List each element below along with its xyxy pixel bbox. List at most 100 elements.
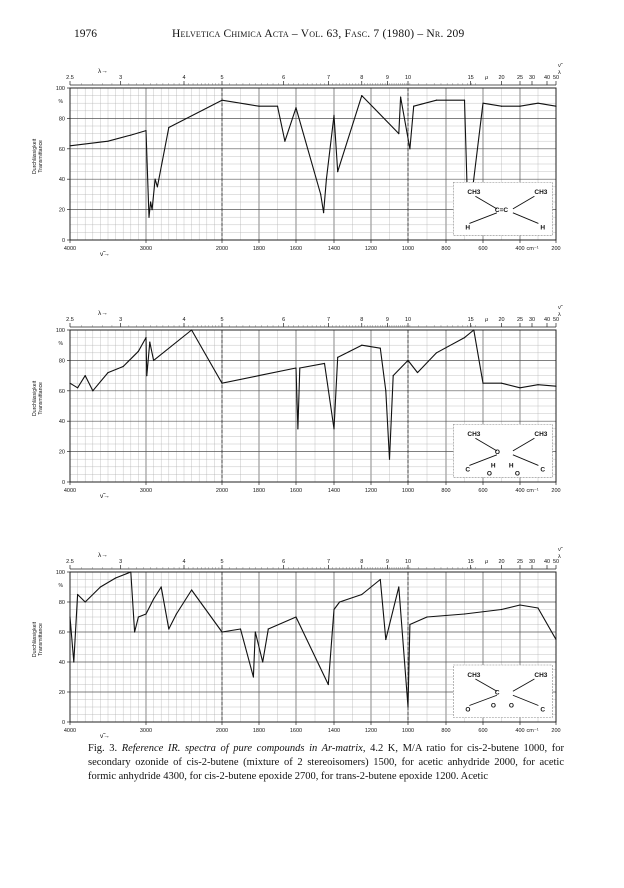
lambda-tick-label: 5 [220, 559, 223, 565]
spectrum-point [99, 586, 101, 588]
y-tick-label: 100 [56, 86, 65, 92]
x-tick-label: 4000 [64, 246, 76, 252]
y-tick-label: 20 [59, 208, 65, 214]
spectrum-point [267, 628, 269, 630]
x-tick-label: 600 [478, 246, 487, 252]
lambda-tick-label: 20 [498, 75, 504, 81]
spectrum-point [258, 105, 260, 107]
spectrum-point [191, 589, 193, 591]
percent-label: % [59, 583, 64, 589]
spectrum-point [262, 661, 264, 663]
x-tick-label: 1600 [290, 728, 302, 734]
structure-bond [512, 212, 539, 224]
spectrum-point [435, 352, 438, 354]
x-tick-label: 800 [441, 488, 450, 494]
structure-bond [512, 437, 535, 452]
spectrum-point [463, 613, 466, 615]
y-tick-label: 80 [59, 600, 65, 606]
spectrum-point [463, 99, 466, 101]
x-tick-label: 1400 [328, 488, 340, 494]
spectrum-point [148, 216, 150, 218]
figure-label: Fig. 3. [88, 743, 118, 754]
spectrum-point [154, 178, 156, 180]
y-tick-label: 40 [59, 177, 65, 183]
spectrum-point [416, 371, 419, 374]
spectrum-point [295, 616, 297, 618]
structure-atom-label: O [465, 707, 470, 714]
x-tick-label: 1200 [365, 728, 377, 734]
lambda-tick-label: 50 [553, 317, 559, 323]
lambda-tick-label: 5 [220, 75, 223, 81]
spectrum-point [151, 209, 153, 211]
nu-axis-symbol: ν̃→ [100, 251, 110, 258]
y-tick-label: 20 [59, 450, 65, 456]
lambda-tick-label: 2.5 [66, 559, 74, 565]
x-tick-label: 1000 [402, 488, 414, 494]
spectrum-point [254, 631, 256, 633]
spectrum-point [473, 329, 475, 331]
x-tick-label: 200 [551, 488, 560, 494]
structure-atom-label: CH3 [467, 189, 480, 196]
page-number: 1976 [74, 28, 97, 40]
structure-inset: CH3 CH3 C=C H H [453, 181, 553, 236]
spectrum-point [153, 359, 155, 361]
plot-frame [69, 571, 557, 723]
structure-atom-label: C [540, 466, 545, 473]
lambda-tick-label: 15 [468, 75, 474, 81]
structure-bond [475, 437, 498, 452]
spectrum-point [333, 428, 335, 430]
percent-label: % [59, 99, 64, 105]
y-tick-label: 0 [62, 720, 65, 726]
spectrum-point [69, 382, 71, 384]
x-tick-label: 1600 [290, 246, 302, 252]
spectrum-point [325, 178, 327, 180]
lambda-tick-label: 7 [327, 559, 330, 565]
x-tick-label: 2000 [216, 728, 228, 734]
spectrum-point [337, 171, 339, 173]
structure-atom-label: H [465, 224, 470, 231]
spectrum-point [333, 114, 335, 116]
x-tick-label: 3000 [140, 728, 152, 734]
y-axis-label-en: Transmittance [38, 623, 44, 656]
x-tick-label: 3000 [140, 246, 152, 252]
y-tick-label: 80 [59, 358, 65, 364]
x-tick-label: 1000 [402, 246, 414, 252]
spectrum-point [295, 107, 297, 109]
spectrum-point [409, 148, 411, 150]
spectrum-point [149, 341, 151, 343]
lambda-tick-label: 15 [468, 559, 474, 565]
lambda-tick-label: 7 [327, 75, 330, 81]
spectrum-point [337, 356, 339, 358]
spectrum-point [239, 628, 242, 630]
spectrum-point [115, 577, 117, 579]
lambda-tick-label: 30 [529, 75, 535, 81]
lambda-right-label: λ [558, 70, 561, 76]
lambda-tick-label: 8 [360, 75, 363, 81]
lambda-tick-label: 30 [529, 317, 535, 323]
lambda-tick-label: 10 [405, 559, 411, 565]
spectrum-point [153, 598, 155, 600]
y-tick-label: 100 [56, 570, 65, 576]
structure-atom-label: H [540, 224, 545, 231]
spectrum-point [500, 608, 503, 611]
x-tick-label: 200 [551, 728, 560, 734]
spectrum-point [221, 382, 223, 384]
spectrum-point [323, 362, 326, 365]
x-tick-label: 1400 [328, 728, 340, 734]
spectrum-point [168, 628, 170, 630]
spectrum-point [519, 387, 521, 389]
spectrum-point [252, 676, 255, 678]
micron-unit-label: μ [484, 317, 488, 323]
plot-frame [69, 329, 557, 483]
lambda-tick-label: 3 [119, 559, 122, 565]
spectrum-point [555, 638, 557, 641]
lambda-tick-label: 50 [553, 75, 559, 81]
lambda-tick-label: 30 [529, 559, 535, 565]
spectrum-point [463, 337, 466, 339]
structure-atom-label: C [465, 466, 470, 473]
structure-bond [469, 454, 498, 466]
spectrum-point [361, 95, 363, 97]
nu-right-label: ν̃ [558, 63, 563, 69]
spectrum-point [130, 134, 132, 136]
